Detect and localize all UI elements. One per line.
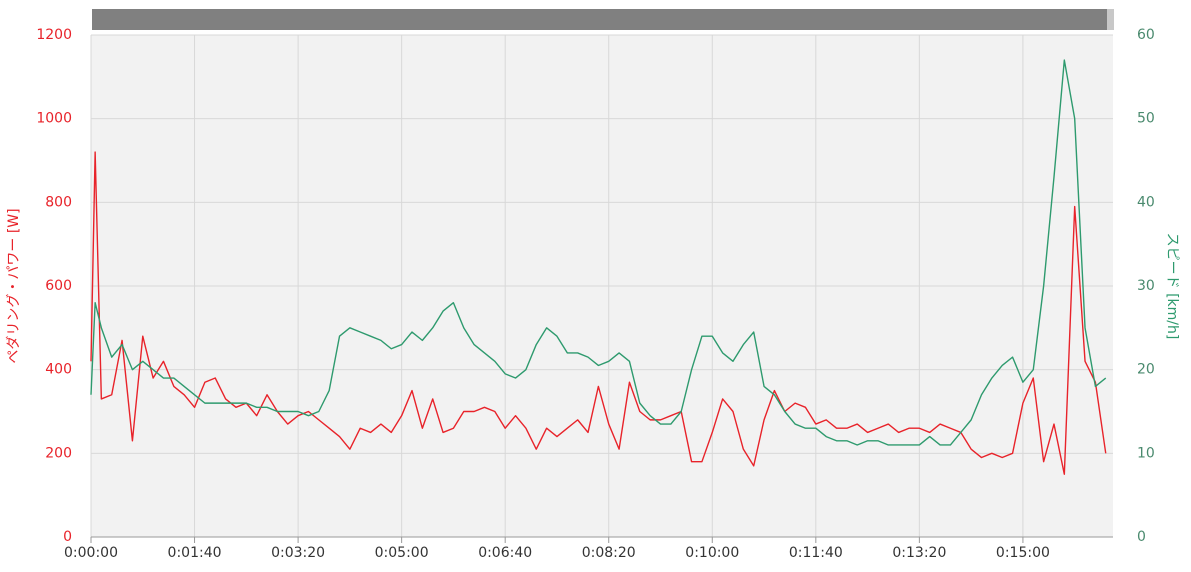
x-tick-label: 0:13:20: [892, 545, 946, 561]
series-line: [90, 151, 1107, 475]
grid: [90, 34, 1113, 538]
y2-tick-label: 30: [1137, 278, 1155, 294]
scrollbar-track[interactable]: [1107, 9, 1114, 30]
y-tick-label: 1200: [36, 27, 72, 43]
y2-axis-title: スピード [km/h]: [1164, 233, 1180, 340]
scrollbar-thumb[interactable]: [92, 9, 1107, 30]
y-tick-label: 0: [63, 529, 72, 545]
x-tick-label: 0:08:20: [582, 545, 636, 561]
y-tick-label: 1000: [36, 111, 72, 127]
x-tick-label: 0:05:00: [375, 545, 429, 561]
x-tick-label: 0:06:40: [478, 545, 532, 561]
x-tick-label: 0:00:00: [64, 545, 118, 561]
y-tick-label: 600: [45, 278, 72, 294]
y-axis-title: ペダリング・パワー [W]: [6, 208, 22, 363]
y-tick-label: 400: [45, 362, 72, 378]
x-tick-label: 0:15:00: [996, 545, 1050, 561]
y2-tick-label: 10: [1137, 445, 1155, 461]
y2-tick-label: 50: [1137, 111, 1155, 127]
y2-tick-label: 60: [1137, 27, 1155, 43]
x-tick-label: 0:11:40: [789, 545, 843, 561]
series-line: [90, 59, 1107, 446]
y2-tick-label: 20: [1137, 362, 1155, 378]
x-tick-label: 0:01:40: [168, 545, 222, 561]
x-tick-label: 0:10:00: [685, 545, 739, 561]
y2-tick-label: 0: [1137, 529, 1146, 545]
y2-tick-label: 40: [1137, 194, 1155, 210]
x-tick-label: 0:03:20: [271, 545, 325, 561]
y-tick-label: 800: [45, 194, 72, 210]
y-tick-label: 200: [45, 445, 72, 461]
series: [90, 59, 1107, 475]
